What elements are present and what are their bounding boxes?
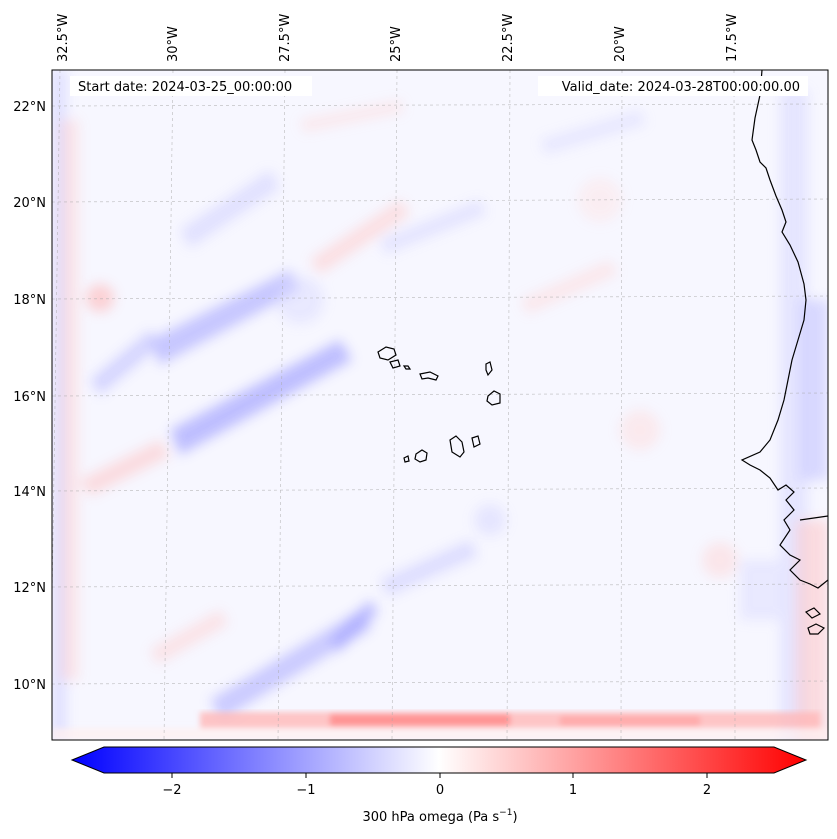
africa-coast-south: [799, 515, 828, 521]
lat-label: 22°N: [13, 100, 46, 115]
island-sao-vicente: [389, 359, 401, 369]
lon-label: 20°W: [613, 26, 628, 62]
africa-coastline: [740, 70, 828, 589]
colorbar-tick-label: 2: [703, 783, 711, 798]
valid-date-label: Valid_date: 2024-03-28T00:00:00.00: [562, 80, 800, 95]
lon-label: 32.5°W: [56, 14, 71, 62]
coastlines: [377, 70, 828, 635]
island-santa-luzia: [402, 365, 412, 370]
lat-label: 16°N: [13, 390, 46, 405]
lat-label: 20°N: [13, 196, 46, 211]
lat-label: 10°N: [13, 678, 46, 693]
colorbar-label-end: ): [512, 810, 517, 825]
colorbar-tick-label: 0: [436, 783, 444, 798]
valid-date-box: [538, 76, 808, 96]
lon-label: 27.5°W: [278, 14, 293, 62]
island-fogo: [414, 449, 428, 463]
plot-frame: [51, 69, 829, 741]
lon-label: 30°W: [166, 26, 181, 62]
island-sal: [485, 361, 493, 377]
colorbar-ticks: [171, 773, 708, 778]
bijagos-islands: [804, 607, 826, 635]
lat-label: 12°N: [13, 581, 46, 596]
lon-label: 25°W: [389, 26, 404, 62]
island-santo-antao: [377, 346, 397, 361]
island-boa-vista: [486, 390, 501, 406]
start-date-label: Start date: 2024-03-25_00:00:00: [78, 80, 292, 95]
gridlines: [52, 70, 828, 740]
colorbar-bar: [70, 746, 808, 774]
colorbar-label-main: 300 hPa omega (Pa s: [362, 810, 499, 825]
lon-label: 22.5°W: [501, 14, 516, 62]
start-date-box: [70, 76, 312, 96]
colorbar-tick-label: −1: [296, 783, 315, 798]
island-santiago: [449, 435, 465, 458]
island-maio: [471, 435, 481, 448]
longitude-labels: 32.5°W 30°W 27.5°W 25°W 22.5°W 20°W 17.5…: [56, 14, 740, 62]
latitude-labels: 22°N 20°N 18°N 16°N 14°N 12°N 10°N: [13, 100, 46, 693]
colorbar-label: 300 hPa omega (Pa s−1): [362, 808, 517, 825]
lat-label: 14°N: [13, 485, 46, 500]
lon-label: 17.5°W: [725, 14, 740, 62]
colorbar-tick-label: −2: [162, 783, 181, 798]
omega-field: [52, 70, 828, 740]
colorbar-label-exponent: −1: [499, 808, 512, 818]
colorbar: −2 −1 0 1 2 300 hPa omega (Pa s−1): [70, 746, 808, 825]
colorbar-tick-label: 1: [569, 783, 577, 798]
island-brava: [403, 455, 410, 463]
island-sao-nicolau: [419, 371, 439, 381]
lat-label: 18°N: [13, 293, 46, 308]
